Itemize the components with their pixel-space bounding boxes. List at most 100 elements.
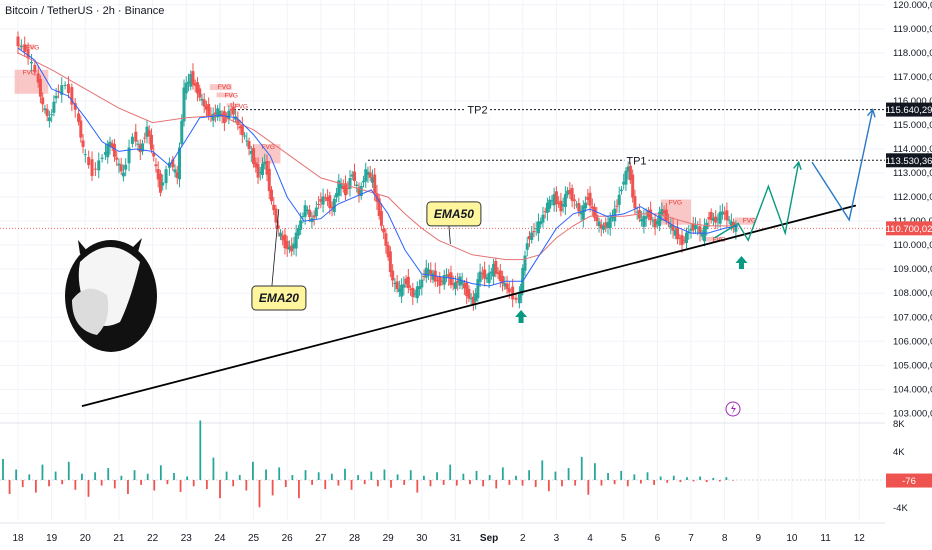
candle-up <box>727 216 731 225</box>
candle-up <box>189 70 193 91</box>
volume-bar-down <box>350 480 353 490</box>
price-axis[interactable]: 120.000,00 119.000,00 118.000,00 117.000,00… <box>885 0 932 550</box>
candle-down <box>317 196 321 210</box>
candle-down <box>319 192 323 209</box>
candle-up <box>711 213 715 226</box>
volume-bar-up <box>607 473 609 480</box>
candle-up <box>19 39 23 51</box>
price-tick-label: 117.000,00 <box>893 72 932 83</box>
volume-bar-down <box>61 480 64 485</box>
up-arrow-icon <box>515 310 528 324</box>
candle-up <box>355 180 359 193</box>
volume-bar-down <box>324 480 327 490</box>
candle-up <box>597 217 601 233</box>
date-tick-label: 19 <box>46 533 58 544</box>
candle-down <box>115 151 119 167</box>
price-tick-label: 115.000,00 <box>893 120 932 131</box>
date-tick-label: 5 <box>621 533 627 544</box>
volume-bar-up <box>252 461 254 480</box>
chart-title: Bitcoin / TetherUS · 2h · Binance <box>5 5 164 17</box>
candle-up <box>474 288 478 310</box>
volume-bar-up <box>672 475 675 480</box>
volume-bar-down <box>8 480 11 494</box>
fvg-label: FVG <box>669 199 682 206</box>
candle-down <box>198 84 202 102</box>
candle-up <box>366 166 370 183</box>
candle-down <box>615 199 619 213</box>
candle-down <box>411 282 415 305</box>
candle-down <box>81 134 85 154</box>
up-arrow-icon <box>735 255 748 269</box>
candle-up <box>227 105 231 125</box>
fvg-zone <box>704 236 722 242</box>
date-tick-label: 6 <box>655 533 661 544</box>
candle-up <box>651 216 655 228</box>
candle-up <box>485 273 489 283</box>
fvg-label: FVG <box>23 70 36 77</box>
fvg-label: FVG <box>743 218 756 225</box>
target-label-bg <box>465 101 490 116</box>
tp1-price-tag-text: 113.530,36 <box>886 156 932 167</box>
projection-green-path <box>714 162 800 242</box>
candle-down <box>152 144 156 162</box>
candle-up <box>258 167 262 181</box>
candle-down <box>628 162 632 184</box>
volume-bar-down <box>271 480 274 496</box>
date-axis[interactable]: 18 19 20 21 22 23 24 25 26 27 28 29 30 31 Sep 2 3 4 5 6 7 8 9 1… <box>0 522 885 544</box>
candle-down <box>570 184 574 208</box>
candle-down <box>154 157 158 173</box>
ema-label-text: EMA20 <box>259 291 299 305</box>
candle-down <box>604 217 608 233</box>
candle-up <box>655 217 659 229</box>
volume-bar-up <box>528 470 531 480</box>
price-tick-label: 120.000,00 <box>893 0 932 11</box>
volume-bar-up <box>462 473 465 480</box>
volume-bar-up <box>344 468 346 480</box>
candle-down <box>572 194 576 210</box>
volume-bar-up <box>699 476 702 480</box>
candle-up <box>550 195 554 206</box>
candle-down <box>456 272 460 291</box>
volume-bar-up <box>41 464 44 480</box>
candle-down <box>312 210 316 226</box>
candle-down <box>631 169 635 203</box>
candle-up <box>584 196 588 212</box>
candle-up <box>294 224 298 257</box>
volume-bar-down <box>653 480 655 485</box>
ema-label-box <box>426 201 482 227</box>
price-tick-label: 104.000,00 <box>893 384 932 395</box>
candle-up <box>296 224 300 240</box>
candle-down <box>87 150 91 169</box>
candle-up <box>332 195 336 216</box>
date-tick-label: 20 <box>80 533 92 544</box>
candle-up <box>619 186 623 195</box>
candle-down <box>33 61 37 76</box>
candle-up <box>489 267 493 280</box>
volume-bar-up <box>567 468 570 480</box>
candle-up <box>476 272 480 302</box>
candle-up <box>702 218 706 247</box>
candle-up <box>413 289 417 298</box>
volume-bar-down <box>587 480 590 495</box>
date-tick-label: 4 <box>587 533 593 544</box>
candle-down <box>225 112 229 122</box>
candle-down <box>276 220 280 237</box>
trend-drawings <box>81 108 876 408</box>
projection-blue-path <box>811 109 874 222</box>
candle-up <box>393 277 397 293</box>
candle-down <box>70 83 74 112</box>
volume-bar-down <box>442 480 445 485</box>
volume-bar-down <box>87 480 90 497</box>
date-tick-label: 31 <box>450 533 462 544</box>
candle-down <box>23 36 27 57</box>
target-label: TP1 <box>626 155 646 167</box>
candle-up <box>642 209 646 234</box>
fvg-zone <box>253 144 281 164</box>
candle-up <box>145 120 149 144</box>
candle-down <box>588 186 592 213</box>
date-tick-label: 3 <box>554 533 560 544</box>
candle-down <box>357 182 361 203</box>
candle-up <box>525 236 529 257</box>
candle-up <box>575 200 579 209</box>
